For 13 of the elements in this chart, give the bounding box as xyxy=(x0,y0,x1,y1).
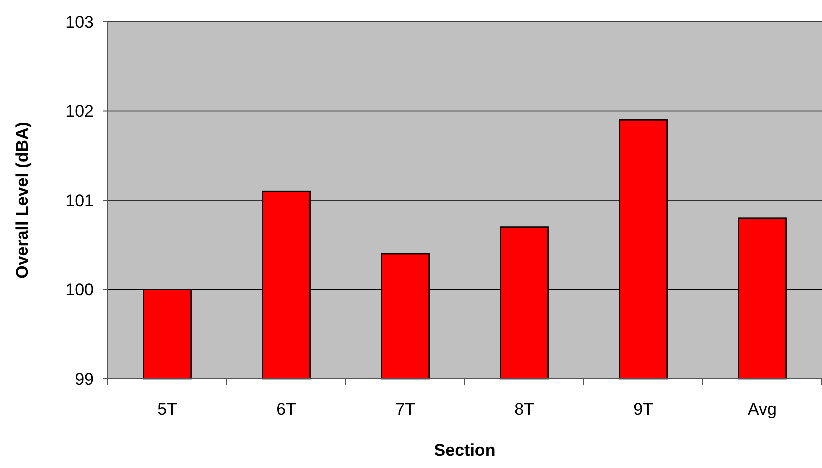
y-tick-label: 103 xyxy=(66,12,94,32)
y-tick-label: 102 xyxy=(66,102,94,122)
x-tick-label: 9T xyxy=(634,400,654,419)
x-tick-label: Avg xyxy=(748,400,777,419)
x-tick-label: 6T xyxy=(276,400,296,419)
x-tick-label: 5T xyxy=(158,400,178,419)
x-axis-title: Section xyxy=(434,441,496,460)
y-axis-title: Overall Level (dBA) xyxy=(13,122,32,279)
y-tick-label: 99 xyxy=(75,370,94,389)
x-tick-label: 7T xyxy=(396,400,416,419)
y-tick-label: 101 xyxy=(66,191,94,210)
x-tick-label: 8T xyxy=(514,400,534,419)
y-tick-label: 100 xyxy=(66,280,94,300)
